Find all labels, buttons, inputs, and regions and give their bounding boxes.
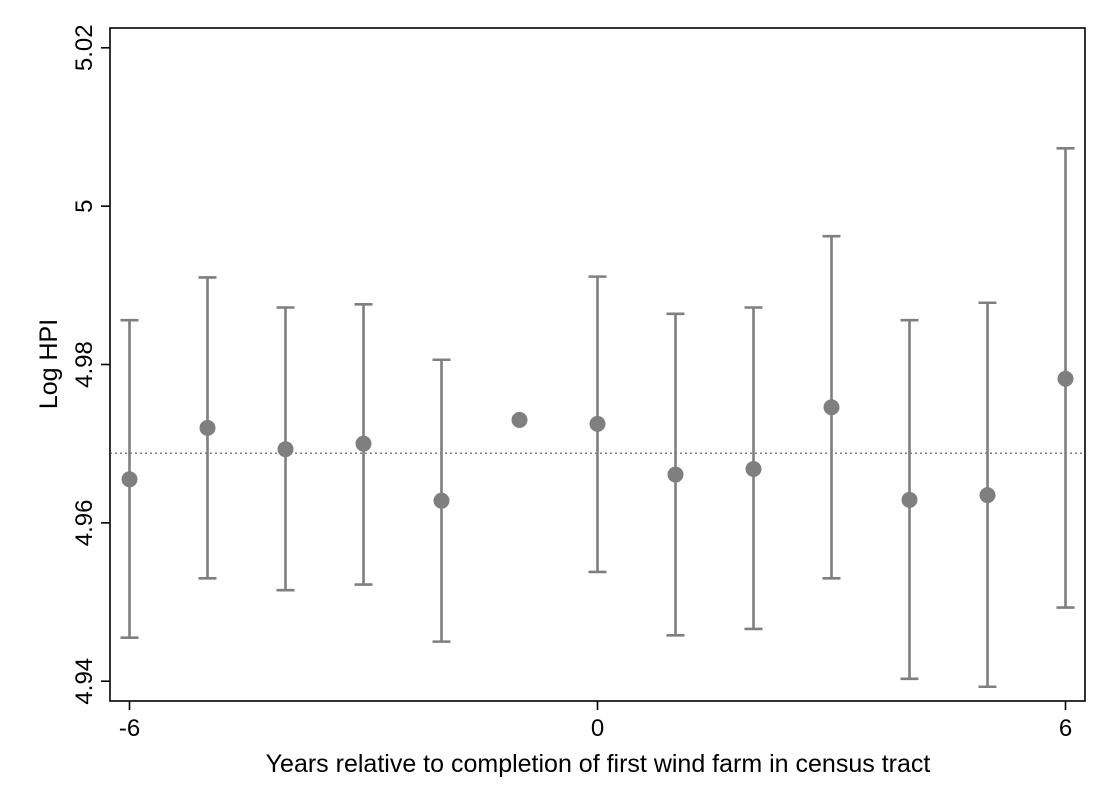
- data-point: [901, 491, 918, 508]
- x-axis-label: Years relative to completion of first wi…: [266, 750, 931, 778]
- y-tick-label: 4.98: [71, 341, 98, 388]
- data-point: [121, 471, 138, 488]
- data-point: [589, 415, 606, 432]
- x-tick-label: -6: [119, 715, 140, 742]
- data-point: [277, 441, 294, 458]
- data-point: [979, 487, 996, 504]
- data-point: [199, 419, 216, 436]
- y-axis-label: Log HPI: [35, 319, 63, 409]
- data-point: [355, 435, 372, 452]
- data-point: [667, 466, 684, 483]
- x-tick-label: 6: [1059, 715, 1072, 742]
- y-axis-ticks: 4.94 4.96 4.98 5 5.02: [71, 24, 110, 705]
- y-tick-label: 4.94: [71, 658, 98, 705]
- x-tick-label: 0: [591, 715, 604, 742]
- data-point: [433, 492, 450, 509]
- data-point: [1057, 370, 1074, 387]
- x-axis-ticks: -6 0 6: [119, 701, 1072, 742]
- data-point: [511, 411, 528, 428]
- y-tick-label: 5: [71, 199, 98, 212]
- data-point: [823, 399, 840, 416]
- y-tick-label: 4.96: [71, 499, 98, 546]
- y-tick-label: 5.02: [71, 24, 98, 71]
- data-point: [745, 461, 762, 478]
- point-layer: [121, 370, 1074, 509]
